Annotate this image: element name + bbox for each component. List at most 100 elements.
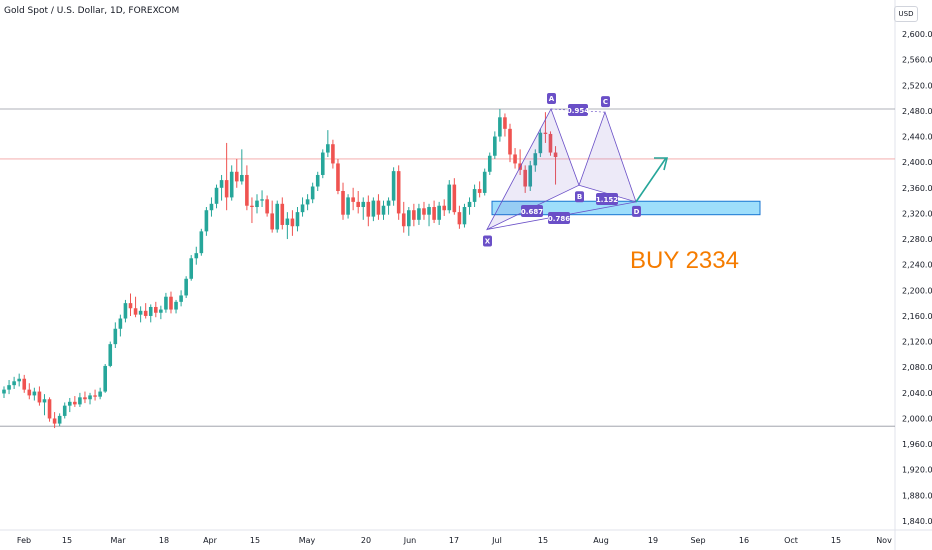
x-tick-label: Nov [876, 536, 892, 545]
candle-body [538, 132, 543, 154]
pattern-ratio-badge [596, 193, 618, 205]
y-tick-label: 2,400.00 [902, 158, 932, 167]
candle-body [351, 197, 355, 202]
pattern-point-badge [483, 235, 492, 247]
candle-body [548, 133, 553, 153]
x-tick-label: Aug [593, 536, 609, 545]
candle-body [179, 295, 183, 302]
candle-body [391, 171, 396, 201]
candle-body [533, 153, 538, 166]
candle-body [376, 200, 381, 215]
pattern-ratio-badge [521, 205, 543, 217]
candle-body [260, 199, 264, 201]
candle-body [412, 210, 416, 220]
x-tick-label: 15 [62, 536, 72, 545]
candle-body [174, 301, 178, 310]
candle-body [371, 200, 376, 217]
candle-body [73, 401, 77, 405]
pattern-point-badge [547, 92, 556, 104]
candle-body [310, 186, 315, 200]
candle-body [493, 136, 497, 156]
candle-body [320, 152, 325, 175]
x-tick-label: Apr [203, 536, 218, 545]
pattern-point-label: X [485, 237, 491, 245]
candle-body [401, 213, 406, 227]
y-tick-label: 2,600.00 [902, 30, 932, 39]
x-tick-label: Jun [403, 536, 417, 545]
candle-body [528, 165, 533, 187]
candle-body [148, 306, 153, 316]
pattern-ratio-label: 0.687 [521, 208, 543, 216]
candle-body [265, 199, 269, 214]
candle-body [462, 207, 467, 225]
pattern-point-label: B [577, 193, 582, 201]
candle-body [341, 190, 345, 215]
candle-body [523, 169, 527, 187]
y-tick-label: 2,480.00 [902, 107, 932, 116]
candle-body [366, 201, 371, 217]
y-tick-label: 2,280.00 [902, 235, 932, 244]
candle-body [184, 278, 188, 296]
candle-body [245, 174, 249, 206]
candle-body [255, 200, 259, 208]
candle-body [154, 306, 158, 313]
candle-body [417, 208, 421, 220]
pattern-point-label: C [603, 98, 608, 106]
candle-body [219, 180, 224, 188]
candle-body [113, 328, 118, 345]
pattern-point-badge [601, 96, 610, 108]
candle-body [159, 309, 163, 313]
candle-body [305, 199, 310, 205]
candle-body [275, 203, 280, 230]
pattern-ratio-badge [548, 212, 570, 224]
candle-body [280, 203, 285, 225]
y-tick-label: 2,000.00 [902, 414, 932, 423]
candle-body [396, 171, 401, 214]
candle-body [47, 399, 52, 419]
pattern-ac-line [550, 108, 606, 113]
candle-body [295, 212, 300, 227]
candle-body [457, 212, 462, 225]
buy-annotation[interactable]: BUY 2334 [630, 247, 739, 274]
candle-body [209, 203, 214, 211]
pattern-point-label: D [634, 208, 640, 216]
candle-body [452, 184, 457, 213]
projection-arrow[interactable] [635, 157, 667, 203]
x-tick-label: 19 [648, 536, 658, 545]
candle-body [108, 344, 113, 366]
y-tick-label: 2,560.00 [902, 56, 932, 65]
candle-body [12, 381, 16, 386]
y-tick-label: 1,920.00 [902, 466, 932, 475]
candle-body [513, 154, 517, 164]
candle-body [32, 391, 37, 396]
x-tick-label: Mar [110, 536, 126, 545]
candle-body [2, 389, 6, 394]
pattern-bcd-triangle[interactable] [578, 110, 637, 203]
candle-body [437, 205, 441, 220]
candle-body [143, 310, 148, 316]
candle-body [498, 117, 502, 137]
candle-body [189, 258, 194, 279]
pattern-ratio-label: 0.954 [567, 107, 589, 115]
candle-body [346, 197, 350, 215]
pattern-ratio-label: 0.786 [548, 215, 570, 223]
y-tick-label: 2,520.00 [902, 81, 932, 90]
symbol-title: Gold Spot / U.S. Dollar, 1D, FOREXCOM [4, 6, 180, 16]
candle-body [169, 296, 173, 310]
y-tick-label: 1,840.00 [902, 517, 932, 526]
demand-zone[interactable] [491, 200, 761, 216]
candle-body [123, 303, 128, 319]
candle-body [472, 189, 477, 202]
candle-body [285, 218, 290, 225]
currency-button[interactable]: USD [894, 6, 918, 22]
y-tick-label: 2,120.00 [902, 338, 932, 347]
x-tick-label: Feb [17, 536, 31, 545]
candle-body [93, 395, 97, 397]
candle-body [98, 391, 102, 397]
candle-body [381, 205, 386, 215]
x-tick-label: Sep [690, 536, 705, 545]
candle-body [553, 152, 558, 158]
candle-body [482, 171, 487, 193]
candle-body [78, 397, 82, 405]
